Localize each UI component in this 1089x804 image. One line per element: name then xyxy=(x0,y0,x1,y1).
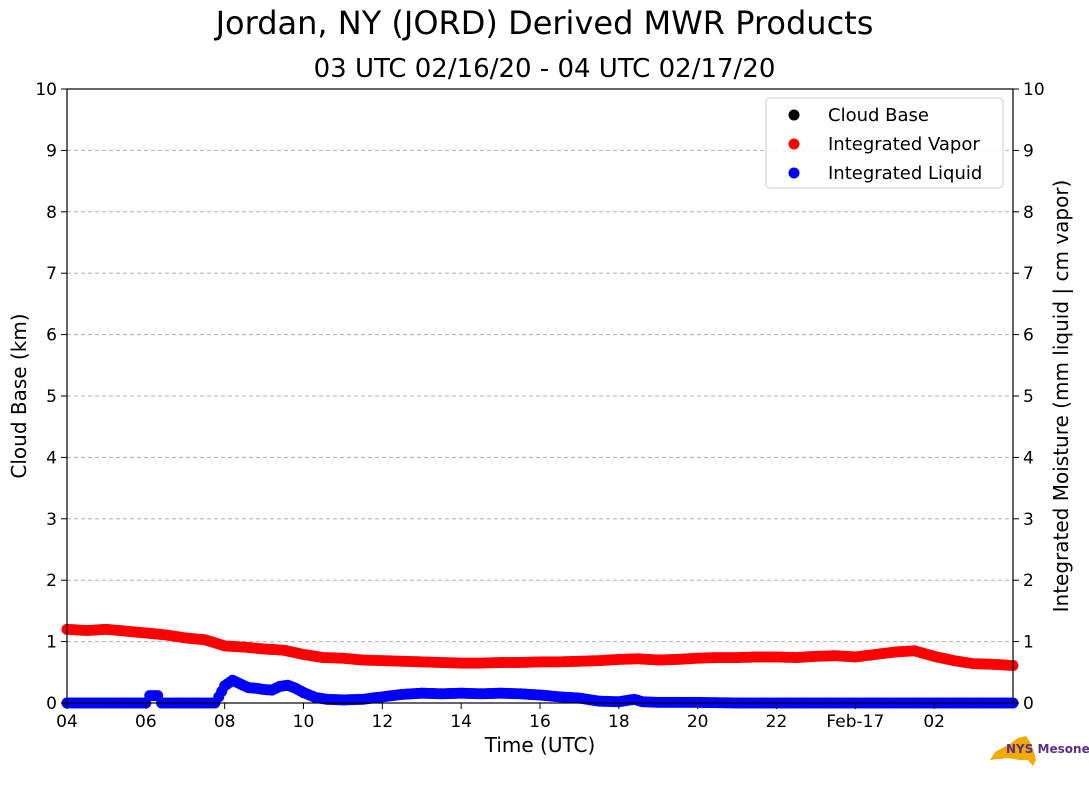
legend-marker xyxy=(788,138,800,150)
ytick-label-right: 2 xyxy=(1023,571,1034,591)
ytick-label-right: 9 xyxy=(1023,141,1034,161)
xtick-label: 16 xyxy=(529,712,551,732)
ytick-label-left: 7 xyxy=(46,264,57,284)
ytick-label-right: 8 xyxy=(1023,203,1034,223)
grid-lines xyxy=(67,149,1013,643)
ytick-label-right: 1 xyxy=(1023,633,1034,653)
series-integrated-vapor xyxy=(61,623,1019,672)
legend-box xyxy=(765,97,1004,189)
ytick-label-left: 8 xyxy=(46,203,57,223)
y-axis-label: Cloud Base (km) xyxy=(7,313,31,478)
ytick-label-right: 7 xyxy=(1023,264,1034,284)
ytick-label-left: 9 xyxy=(46,141,57,161)
y2-axis-label: Integrated Moisture (mm liquid | cm vapo… xyxy=(1049,180,1073,613)
chart-title: Jordan, NY (JORD) Derived MWR Products xyxy=(215,4,874,42)
nys-mesonet-logo xyxy=(990,736,1036,766)
x-axis-label: Time (UTC) xyxy=(484,733,596,757)
ytick-label-right: 3 xyxy=(1023,510,1034,530)
ytick-label-right: 0 xyxy=(1023,694,1034,714)
ytick-label-right: 5 xyxy=(1023,387,1034,407)
xtick-label: 04 xyxy=(56,712,78,732)
legend-label: Cloud Base xyxy=(828,105,929,126)
chart-subtitle: 03 UTC 02/16/20 - 04 UTC 02/17/20 xyxy=(313,54,776,84)
ytick-label-right: 4 xyxy=(1023,448,1034,468)
ytick-label-left: 0 xyxy=(46,694,57,714)
legend-label: Integrated Liquid xyxy=(828,163,982,184)
xtick-label: 20 xyxy=(687,712,709,732)
legend: Cloud Base Integrated Vapor Integrated Liq… xyxy=(765,97,1004,189)
ytick-label-left: 1 xyxy=(46,633,57,653)
ytick-label-left: 10 xyxy=(35,80,57,100)
data-marks xyxy=(61,623,1019,709)
xtick-label: 02 xyxy=(923,712,945,732)
xtick-label: 14 xyxy=(450,712,472,732)
xtick-label: 18 xyxy=(608,712,630,732)
ytick-label-left: 4 xyxy=(46,448,57,468)
legend-marker xyxy=(788,109,800,121)
ytick-label-right: 6 xyxy=(1023,326,1034,346)
ytick-label-right: 10 xyxy=(1023,80,1045,100)
ny-state-shape-icon xyxy=(990,736,1036,766)
legend-label: Integrated Vapor xyxy=(828,134,980,155)
logo-label: NYS Mesonet xyxy=(1006,742,1089,756)
xtick-label: 22 xyxy=(766,712,788,732)
ytick-label-left: 6 xyxy=(46,326,57,346)
ytick-label-left: 5 xyxy=(46,387,57,407)
xtick-label: Feb-17 xyxy=(826,712,884,732)
xtick-label: 08 xyxy=(214,712,236,732)
xtick-label: 06 xyxy=(135,712,157,732)
ytick-label-left: 3 xyxy=(46,510,57,530)
legend-marker xyxy=(788,167,800,179)
xtick-label: 12 xyxy=(372,712,394,732)
xtick-label: 10 xyxy=(293,712,315,732)
ytick-label-left: 2 xyxy=(46,571,57,591)
